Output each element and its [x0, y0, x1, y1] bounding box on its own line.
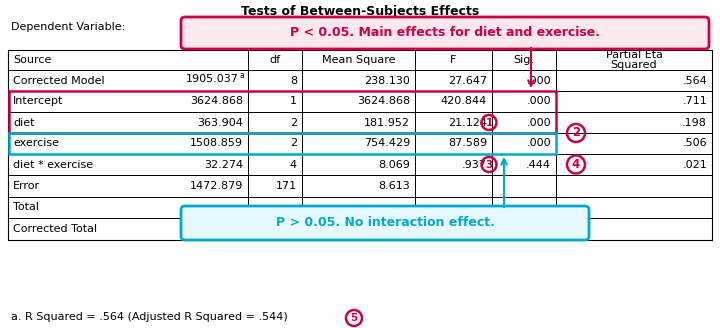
- Text: 5: 5: [351, 313, 358, 323]
- Text: exercise: exercise: [13, 138, 59, 149]
- Text: 2: 2: [572, 127, 580, 139]
- FancyBboxPatch shape: [181, 17, 709, 49]
- Text: 21.124: 21.124: [448, 117, 487, 128]
- Text: 1508.859: 1508.859: [190, 138, 243, 149]
- Text: 238.130: 238.130: [364, 75, 410, 86]
- Text: 3624.868: 3624.868: [190, 96, 243, 107]
- Text: 2: 2: [290, 117, 297, 128]
- Text: .000: .000: [526, 138, 551, 149]
- Text: .000: .000: [526, 117, 551, 128]
- Text: Error: Error: [13, 181, 40, 191]
- Text: Corrected Model: Corrected Model: [13, 75, 104, 86]
- Text: 1: 1: [485, 117, 492, 128]
- Text: 3: 3: [485, 159, 492, 170]
- Text: Total: Total: [13, 202, 39, 213]
- Text: Corrected Total: Corrected Total: [13, 224, 97, 234]
- Text: Partial Eta: Partial Eta: [606, 50, 662, 60]
- Text: P > 0.05. No interaction effect.: P > 0.05. No interaction effect.: [276, 216, 495, 230]
- Text: 8.069: 8.069: [378, 159, 410, 170]
- Text: .444: .444: [526, 159, 551, 170]
- Text: Source: Source: [13, 55, 51, 65]
- Text: 8.613: 8.613: [378, 181, 410, 191]
- Text: 87.589: 87.589: [448, 138, 487, 149]
- Text: 27.647: 27.647: [448, 75, 487, 86]
- Text: 181.952: 181.952: [364, 117, 410, 128]
- Text: P < 0.05. Main effects for diet and exercise.: P < 0.05. Main effects for diet and exer…: [290, 27, 600, 39]
- Text: 1472.879: 1472.879: [189, 181, 243, 191]
- Text: 754.429: 754.429: [364, 138, 410, 149]
- Text: F: F: [450, 55, 456, 65]
- Text: Mean Square: Mean Square: [322, 55, 395, 65]
- Text: Dependent Variable:: Dependent Variable:: [11, 22, 125, 32]
- Text: .021: .021: [683, 159, 707, 170]
- Bar: [9, 91, 556, 133]
- Text: 1: 1: [290, 96, 297, 107]
- Text: Sig.: Sig.: [513, 55, 534, 65]
- Text: 3624.868: 3624.868: [357, 96, 410, 107]
- Text: .000: .000: [526, 96, 551, 107]
- Text: diet: diet: [13, 117, 35, 128]
- Text: 420.844: 420.844: [441, 96, 487, 107]
- Text: .000: .000: [526, 75, 551, 86]
- Text: 2: 2: [290, 138, 297, 149]
- Text: diet * exercise: diet * exercise: [13, 159, 93, 170]
- Text: .711: .711: [683, 96, 707, 107]
- Text: 8: 8: [290, 75, 297, 86]
- Text: a: a: [239, 71, 244, 80]
- Text: 4: 4: [290, 159, 297, 170]
- Text: 32.274: 32.274: [204, 159, 243, 170]
- Text: .937: .937: [462, 159, 487, 170]
- Text: Tests of Between-Subjects Effects: Tests of Between-Subjects Effects: [241, 6, 479, 18]
- Text: 1905.037: 1905.037: [186, 74, 239, 85]
- Text: Intercept: Intercept: [13, 96, 63, 107]
- Text: 171: 171: [276, 181, 297, 191]
- Text: Squared: Squared: [611, 60, 657, 70]
- Text: a. R Squared = .564 (Adjusted R Squared = .544): a. R Squared = .564 (Adjusted R Squared …: [11, 312, 288, 322]
- Text: 363.904: 363.904: [197, 117, 243, 128]
- Text: df: df: [269, 55, 281, 65]
- Text: .564: .564: [683, 75, 707, 86]
- Text: 4: 4: [572, 158, 580, 171]
- Bar: [8, 50, 712, 240]
- Text: .198: .198: [682, 117, 707, 128]
- FancyBboxPatch shape: [181, 206, 589, 240]
- Bar: [9, 133, 556, 154]
- Text: .506: .506: [683, 138, 707, 149]
